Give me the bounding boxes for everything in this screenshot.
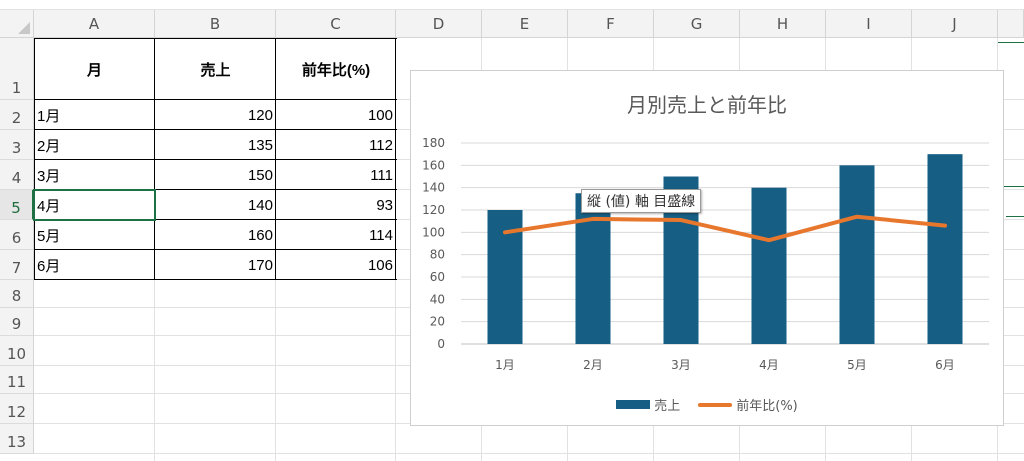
- row-header-10[interactable]: 10: [0, 336, 34, 366]
- table-cell[interactable]: 5月: [37, 227, 61, 245]
- column-header-h[interactable]: H: [740, 10, 826, 38]
- table-border-h: [34, 38, 397, 39]
- table-cell[interactable]: 1月: [37, 107, 61, 125]
- y-tick-label: 180: [422, 136, 445, 150]
- x-tick-label: 3月: [671, 358, 691, 372]
- title-strip: [0, 0, 1024, 10]
- y-tick-label: 160: [422, 158, 445, 172]
- table-border-h: [34, 219, 397, 220]
- y-tick-label: 40: [430, 292, 445, 306]
- select-all-corner[interactable]: [0, 10, 34, 38]
- table-cell[interactable]: 2月: [37, 137, 61, 155]
- column-header-f[interactable]: F: [568, 10, 654, 38]
- bar-sales[interactable]: [927, 154, 963, 344]
- bar-sales[interactable]: [575, 193, 611, 344]
- row-header-13[interactable]: 13: [0, 424, 34, 454]
- legend-label: 前年比(%): [736, 399, 798, 414]
- bar-sales[interactable]: [751, 187, 787, 344]
- table-cell[interactable]: 111: [370, 166, 393, 184]
- row-header-12[interactable]: 12: [0, 394, 34, 424]
- y-tick-label: 0: [437, 337, 445, 351]
- x-tick-label: 1月: [495, 358, 515, 372]
- table-border-v: [275, 38, 276, 280]
- table-border-v: [154, 38, 155, 280]
- table-border-v: [395, 38, 396, 280]
- table-cell[interactable]: 6月: [37, 257, 61, 275]
- chart-plot[interactable]: 0 20 40 60 80 100 120 140 160 180 1月 2月 3月 4月 5月 6月: [411, 71, 1005, 427]
- column-header-j[interactable]: J: [912, 10, 998, 38]
- legend-bar-swatch-icon: [616, 400, 651, 409]
- table-border-h: [34, 129, 397, 130]
- x-tick-label: 5月: [847, 358, 867, 372]
- legend-label: 売上: [654, 399, 681, 414]
- legend-line-swatch-icon: [698, 402, 733, 407]
- gridline-horizontal: [34, 453, 1024, 454]
- table-header-cell[interactable]: 月: [86, 61, 102, 79]
- row-header-1[interactable]: 1: [0, 38, 34, 100]
- table-cell[interactable]: 112: [369, 136, 393, 154]
- select-all-triangle-icon: [18, 22, 30, 34]
- table-border-h: [34, 99, 397, 100]
- x-tick-label: 6月: [935, 358, 955, 372]
- y-tick-label: 20: [430, 315, 445, 329]
- table-cell[interactable]: 106: [367, 256, 393, 274]
- chart-title[interactable]: 月別売上と前年比: [627, 93, 787, 117]
- y-tick-label: 100: [422, 225, 445, 239]
- legend-item[interactable]: 前年比(%): [698, 395, 798, 414]
- table-cell[interactable]: 170: [247, 256, 273, 274]
- selection-edge-mark: [1006, 216, 1024, 217]
- row-header-7[interactable]: 7: [0, 250, 34, 280]
- table-cell[interactable]: 135: [247, 136, 273, 154]
- selection-edge-mark: [998, 42, 1024, 43]
- chart-legend[interactable]: 売上 前年比(%): [411, 395, 1003, 414]
- table-cell[interactable]: 100: [367, 106, 393, 124]
- column-header-next[interactable]: [998, 10, 1024, 38]
- table-border-v: [34, 38, 35, 280]
- y-tick-label: 80: [430, 248, 445, 262]
- table-border-h: [34, 249, 397, 250]
- row-header-11[interactable]: 11: [0, 366, 34, 394]
- y-tick-label: 140: [422, 181, 445, 195]
- table-border-h: [34, 189, 397, 190]
- column-header-g[interactable]: G: [654, 10, 740, 38]
- legend-item[interactable]: 売上: [616, 395, 680, 414]
- table-cell[interactable]: 120: [247, 106, 273, 124]
- worksheet[interactable]: A B C D E F G H I J 1 2 3 4 5 6 7 8 9 10 11 12 13 月売上 前年比(%) 1月 12…: [0, 10, 1024, 461]
- column-header-c[interactable]: C: [276, 10, 396, 38]
- chart-object[interactable]: 月別売上と前年比 0 20 40 60 80 100 120 140 160 180 1月 2月 3月 4月…: [410, 70, 1004, 426]
- row-header-5[interactable]: 5: [0, 190, 34, 220]
- column-header-e[interactable]: E: [482, 10, 568, 38]
- gridline-tooltip: 縦 (値) 軸 目盛線: [581, 189, 702, 213]
- row-header-3[interactable]: 3: [0, 130, 34, 160]
- table-cell[interactable]: 3月: [37, 167, 61, 185]
- bar-sales[interactable]: [839, 165, 875, 344]
- y-tick-label: 60: [430, 270, 445, 284]
- row-header-4[interactable]: 4: [0, 160, 34, 190]
- column-header-i[interactable]: I: [826, 10, 912, 38]
- table-border-h: [34, 279, 397, 280]
- table-cell[interactable]: 4月: [37, 197, 61, 215]
- row-header-9[interactable]: 9: [0, 308, 34, 336]
- line-yoy[interactable]: [503, 214, 947, 243]
- table-cell[interactable]: 114: [369, 226, 393, 244]
- row-header-2[interactable]: 2: [0, 100, 34, 130]
- table-cell[interactable]: 150: [247, 166, 273, 184]
- table-header-cell[interactable]: 売上: [200, 61, 231, 79]
- row-header-6[interactable]: 6: [0, 220, 34, 250]
- column-header-d[interactable]: D: [396, 10, 482, 38]
- table-border-h: [34, 159, 397, 160]
- column-header-b[interactable]: B: [155, 10, 276, 38]
- table-cell[interactable]: 93: [376, 196, 393, 214]
- table-header-cell[interactable]: 前年比(%): [301, 61, 371, 79]
- x-tick-label: 4月: [759, 358, 779, 372]
- x-tick-label: 2月: [583, 358, 603, 372]
- table-cell[interactable]: 160: [247, 226, 273, 244]
- row-header-8[interactable]: 8: [0, 280, 34, 308]
- y-tick-label: 120: [422, 203, 445, 217]
- table-cell[interactable]: 140: [247, 196, 273, 214]
- column-header-a[interactable]: A: [34, 10, 155, 38]
- selection-edge-mark: [1002, 186, 1024, 187]
